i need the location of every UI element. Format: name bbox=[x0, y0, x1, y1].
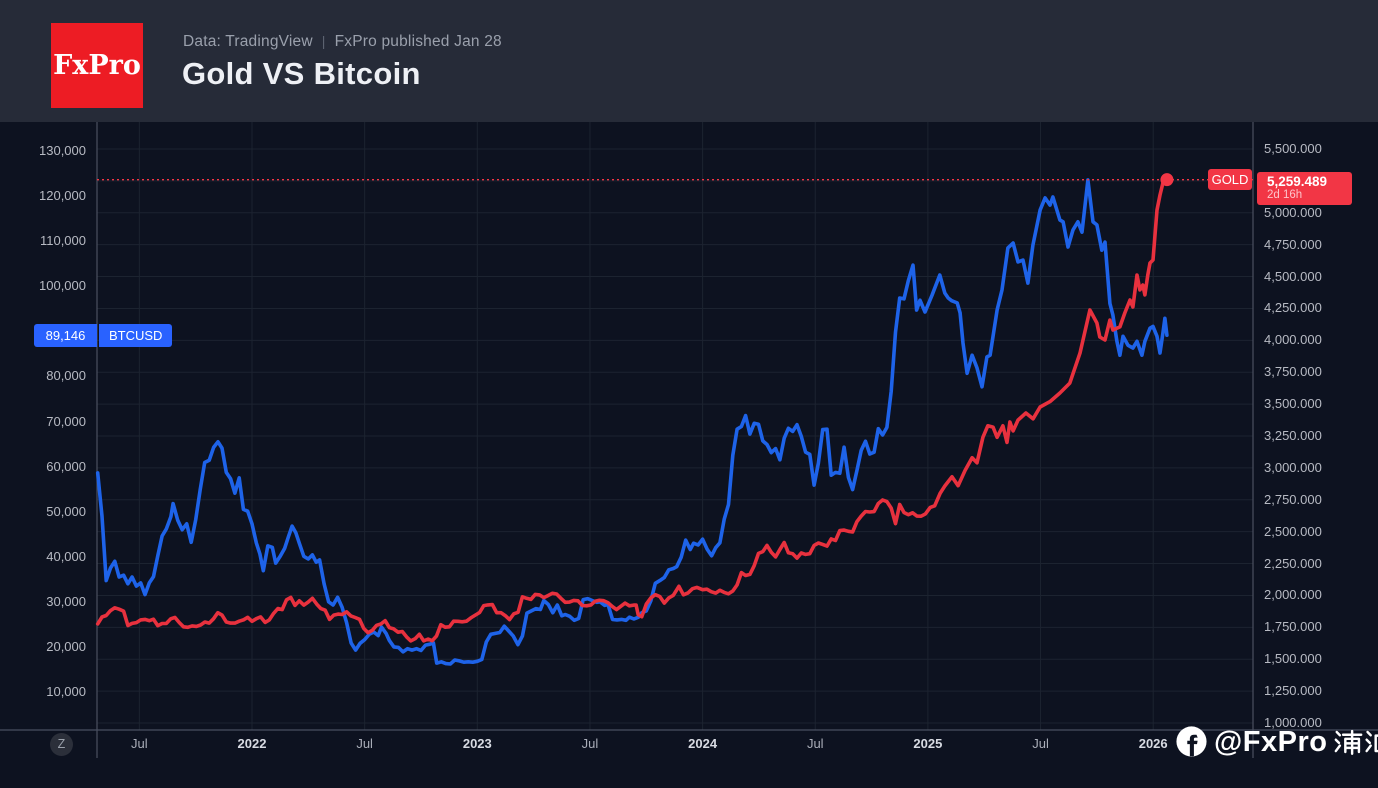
right-axis-tick-label: 4,750.000 bbox=[1264, 236, 1322, 252]
time-axis-tick-label: 2025 bbox=[913, 736, 943, 751]
watermark-handle: @FxPro bbox=[1214, 725, 1328, 758]
right-axis-tick-label: 5,000.000 bbox=[1264, 204, 1322, 220]
timezone-button[interactable]: Z bbox=[50, 733, 73, 756]
right-axis-tick-label: 4,250.000 bbox=[1264, 300, 1322, 316]
right-axis-tick-label: 1,000.000 bbox=[1264, 715, 1322, 730]
right-axis-tick-label: 1,500.000 bbox=[1264, 651, 1322, 667]
hanzi-puhui-icon bbox=[1335, 729, 1378, 755]
left-axis-tick-label: 130,000 bbox=[39, 143, 86, 158]
right-axis-tick-label: 5,500.000 bbox=[1264, 141, 1322, 156]
time-axis-tick-label: 2022 bbox=[237, 736, 267, 751]
data-source-label: Data: TradingView bbox=[183, 33, 313, 50]
right-axis-tick-label: 3,250.000 bbox=[1264, 428, 1322, 443]
right-axis-tick-label: 2,750.000 bbox=[1264, 491, 1322, 507]
header-bar: FxPro Data: TradingView | FxPro published … bbox=[0, 0, 1378, 122]
right-axis-tick-label: 3,750.000 bbox=[1264, 364, 1322, 380]
right-axis-tick-label: 2,250.000 bbox=[1264, 555, 1322, 571]
right-axis-tick-label: 2,000.000 bbox=[1264, 587, 1322, 603]
facebook-icon bbox=[1176, 726, 1207, 757]
time-axis-tick-label: 2023 bbox=[462, 736, 492, 751]
left-axis-tick-label: 120,000 bbox=[39, 188, 86, 204]
page-title: Gold VS Bitcoin bbox=[182, 56, 421, 91]
fxpro-logo-text: FxPro bbox=[53, 50, 141, 81]
gold-line bbox=[95, 177, 1169, 643]
left-axis-tick-label: 50,000 bbox=[46, 503, 86, 519]
time-axis-tick-label: 2024 bbox=[688, 736, 718, 751]
chart-meta: Data: TradingView | FxPro published Jan 28 bbox=[183, 33, 502, 51]
left-axis-tick-label: 110,000 bbox=[39, 233, 86, 249]
gold-price-badge: 5,259.489 2d 16h bbox=[1257, 171, 1352, 205]
meta-separator: | bbox=[321, 33, 326, 49]
time-axis-tick-label: Jul bbox=[356, 736, 373, 751]
gold-price-value: 5,259.489 bbox=[1267, 173, 1328, 189]
fxpro-logo: FxPro bbox=[51, 23, 143, 108]
gold-countdown: 2d 16h bbox=[1267, 188, 1303, 201]
right-axis-tick-label: 4,000.000 bbox=[1264, 332, 1322, 348]
gold-symbol-badge: GOLD bbox=[1208, 169, 1252, 191]
right-axis-tick-label: 3,500.000 bbox=[1264, 396, 1322, 412]
left-axis-tick-label: 10,000 bbox=[46, 684, 86, 699]
btcusd-line bbox=[95, 178, 1169, 666]
watermark: @FxPro bbox=[1176, 726, 1378, 757]
left-axis-tick-label: 30,000 bbox=[46, 593, 86, 609]
right-axis-tick-label: 4,500.000 bbox=[1264, 268, 1322, 284]
published-label: FxPro published Jan 28 bbox=[334, 33, 502, 50]
right-axis-tick-label: 2,500.000 bbox=[1264, 523, 1322, 539]
left-axis-tick-label: 70,000 bbox=[46, 413, 86, 429]
left-axis-tick-label: 40,000 bbox=[46, 548, 86, 564]
time-axis-tick-label: Jul bbox=[581, 736, 599, 751]
btc-price-badge: 89,146 bbox=[34, 323, 97, 347]
time-axis-tick-label: Jul bbox=[806, 736, 824, 751]
left-axis-tick-label: 100,000 bbox=[39, 278, 86, 294]
time-axis-tick-label: Jul bbox=[1032, 736, 1049, 751]
left-axis-tick-label: 20,000 bbox=[46, 638, 86, 654]
right-axis-tick-label: 3,000.000 bbox=[1264, 459, 1322, 475]
time-axis-tick-label: 2026 bbox=[1138, 736, 1168, 751]
right-axis-tick-label: 1,750.000 bbox=[1264, 619, 1322, 635]
time-axis-tick-label: Jul bbox=[131, 736, 148, 751]
left-axis-tick-label: 80,000 bbox=[46, 368, 86, 384]
left-axis-tick-label: 60,000 bbox=[46, 458, 86, 474]
right-axis-tick-label: 1,250.000 bbox=[1264, 683, 1322, 699]
btc-symbol-badge: BTCUSD bbox=[99, 323, 173, 347]
gold-last-price-dot bbox=[1160, 173, 1174, 187]
